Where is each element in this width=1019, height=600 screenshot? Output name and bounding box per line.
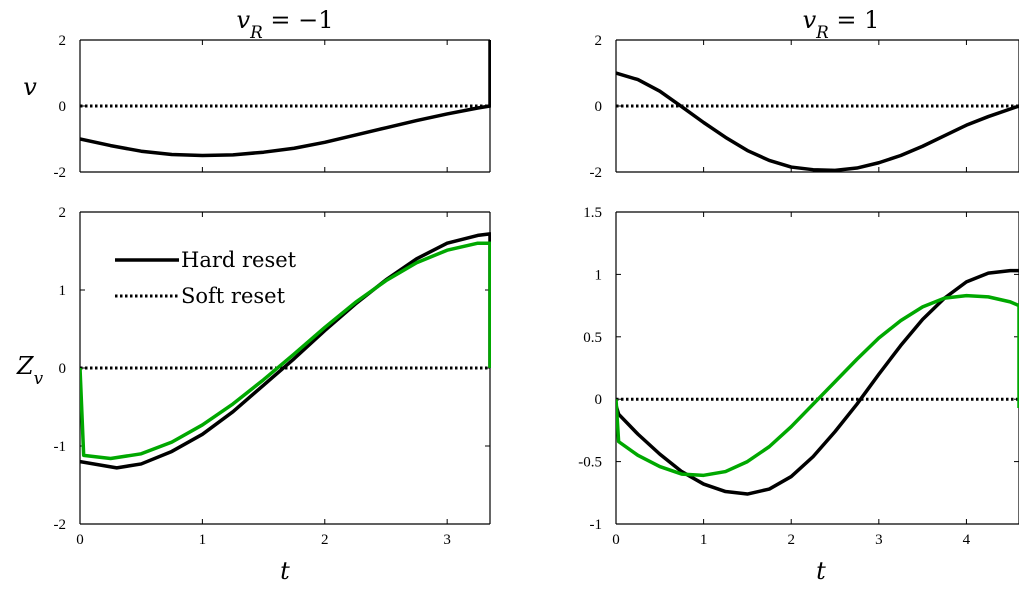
x-tick-label: 0 xyxy=(76,532,84,548)
hard-reset-line-0 xyxy=(80,40,491,158)
chart-title: vR = 1 xyxy=(803,6,880,42)
hard-reset-line-0 xyxy=(80,232,491,470)
series-group xyxy=(616,71,1019,173)
x-tick-label: 1 xyxy=(700,532,708,548)
y-tick-label: 1 xyxy=(59,283,67,299)
y-tick-label: 0 xyxy=(595,392,603,408)
series-group xyxy=(616,268,1019,496)
x-tick-label: 2 xyxy=(787,532,795,548)
x-tick-label: 1 xyxy=(199,532,207,548)
x-axis-label: t xyxy=(816,557,826,585)
y-tick-label: 0 xyxy=(595,99,603,115)
y-tick-label: 1 xyxy=(595,267,603,283)
green-series-line-2 xyxy=(80,241,491,461)
y-tick-label: 2 xyxy=(59,33,67,49)
hard-reset-line-0 xyxy=(616,71,1019,173)
chart-title: vR = −1 xyxy=(237,6,334,42)
y-tick-label: 2 xyxy=(595,33,603,49)
legend-label: Soft reset xyxy=(181,284,286,308)
panel-top-right: -2 0 2 vR = 1 xyxy=(590,6,1019,181)
x-tick-label: 3 xyxy=(875,532,883,548)
y-tick-label: 0.5 xyxy=(583,330,602,346)
x-tick-label: 4 xyxy=(963,532,971,548)
legend: Hard reset Soft reset xyxy=(115,248,297,308)
x-tick-label: 3 xyxy=(443,532,451,548)
y-tick-label: 2 xyxy=(59,205,67,221)
y-tick-label: -1 xyxy=(54,439,67,455)
x-axis-label: t xyxy=(280,557,290,585)
panel-top-left: -2 0 2 vR = −1 v xyxy=(23,6,491,181)
panel-bottom-right: 0 1 2 3 4 -1 -0.5 0 0.5 1 1.5 t xyxy=(578,205,1019,585)
y-tick-label: 0 xyxy=(59,361,67,377)
x-tick-label: 2 xyxy=(321,532,329,548)
y-tick-label: -1 xyxy=(590,517,603,533)
y-axis-label: v xyxy=(23,73,37,101)
series-group xyxy=(80,40,491,158)
y-tick-label: 0 xyxy=(59,99,67,115)
series-group xyxy=(80,232,491,470)
y-tick-label: -2 xyxy=(590,165,603,181)
legend-label: Hard reset xyxy=(181,248,297,272)
y-tick-label: -2 xyxy=(54,165,67,181)
y-tick-label: -2 xyxy=(54,517,67,533)
hard-reset-line-0 xyxy=(616,268,1019,496)
y-tick-label: 1.5 xyxy=(583,205,602,221)
x-tick-label: 0 xyxy=(612,532,620,548)
y-tick-label: -0.5 xyxy=(578,455,602,471)
green-series-line-2 xyxy=(616,293,1019,478)
y-axis-label: Zv xyxy=(16,352,44,388)
panel-bottom-left: 0 1 2 3 -2 -1 0 1 2 t Zv Hard reset Soft reset xyxy=(16,205,491,585)
